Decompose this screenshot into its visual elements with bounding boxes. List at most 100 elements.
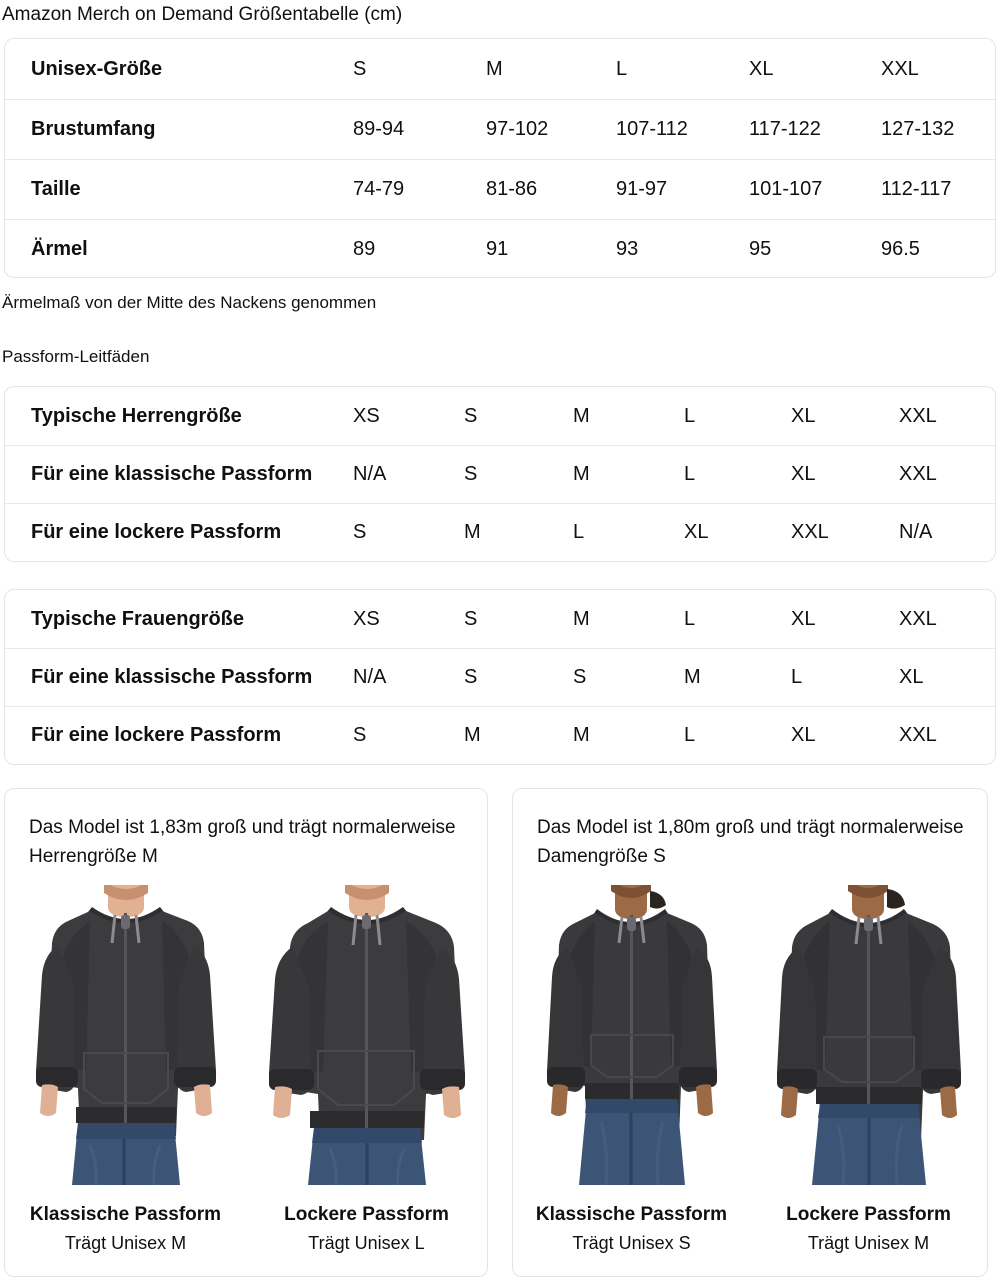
row-label: Typische Herrengröße	[31, 404, 242, 427]
cell: XXL	[899, 724, 937, 746]
model-caption: Lockere Passform Trägt Unisex L	[246, 1201, 487, 1257]
male-model-classic-fit-icon	[35, 885, 216, 1185]
row-label: Brustumfang	[31, 118, 156, 140]
cell: N/A	[899, 521, 933, 543]
wears-size: Trägt Unisex M	[64, 1233, 187, 1253]
cell: M	[464, 521, 481, 543]
cell: S	[353, 57, 367, 80]
fit-guides-heading: Passform-Leitfäden	[2, 347, 150, 366]
cell: 91	[486, 238, 509, 260]
row-label: Unisex-Größe	[31, 57, 163, 80]
cell: XXL	[899, 607, 937, 630]
unisex-size-table: Unisex-Größe S M L XL XXL Brustumfang 89…	[4, 38, 996, 278]
cell: M	[573, 463, 590, 485]
row-label: Ärmel	[31, 238, 88, 260]
male-model-relaxed-fit-icon	[268, 885, 465, 1185]
mens-model-heading: Das Model ist 1,83m groß und trägt norma…	[29, 817, 456, 867]
table-row: Unisex-Größe S M L XL XXL	[5, 39, 995, 99]
cell: XL	[684, 521, 709, 543]
row-label: Für eine klassische Passform	[31, 463, 313, 485]
womens-model-figures	[513, 885, 987, 1185]
cell: S	[353, 724, 367, 746]
cell: M	[573, 404, 590, 427]
table-row: Typische Herrengröße XS S M L XL XXL	[5, 387, 995, 445]
cell: M	[486, 57, 503, 80]
womens-model-captions: Klassische Passform Trägt Unisex S Locke…	[513, 1201, 987, 1257]
cell: M	[573, 607, 590, 630]
cell: S	[573, 666, 587, 688]
row-label: Typische Frauengröße	[31, 607, 245, 630]
cell: M	[573, 724, 590, 746]
table-row: Taille 74-79 81-86 91-97 101-107 112-117	[5, 159, 995, 219]
mens-fit-guide-table: Typische Herrengröße XS S M L XL XXL Für…	[4, 386, 996, 562]
fit-name: Lockere Passform	[284, 1204, 449, 1225]
cell: XS	[353, 404, 380, 427]
cell: N/A	[353, 666, 387, 688]
model-caption: Klassische Passform Trägt Unisex S	[513, 1201, 750, 1257]
cell: 101-107	[749, 178, 823, 200]
womens-fit-guide-table: Typische Frauengröße XS S M L XL XXL Für…	[4, 589, 996, 765]
cell: 97-102	[486, 118, 549, 140]
cell: L	[791, 666, 803, 688]
cell: 89-94	[353, 118, 405, 140]
table-row: Für eine klassische Passform N/A S M L X…	[5, 445, 995, 503]
mens-model-captions: Klassische Passform Trägt Unisex M Locke…	[5, 1201, 487, 1257]
cell: 117-122	[749, 118, 821, 140]
cell: XXL	[791, 521, 829, 543]
cell: 95	[749, 238, 772, 260]
cell: XS	[353, 607, 380, 630]
table-row: Für eine lockere Passform S M M L XL XXL	[5, 706, 995, 764]
cell: 74-79	[353, 178, 405, 200]
mens-model-card: Das Model ist 1,83m groß und trägt norma…	[4, 788, 488, 1277]
fit-name: Lockere Passform	[786, 1204, 951, 1225]
cell: 81-86	[486, 178, 538, 200]
cell: 112-117	[881, 178, 952, 200]
female-model-classic-fit	[513, 885, 750, 1185]
table-row: Brustumfang 89-94 97-102 107-112 117-122…	[5, 99, 995, 159]
wears-size: Trägt Unisex S	[572, 1233, 691, 1253]
female-model-relaxed-fit	[750, 885, 987, 1185]
wears-size: Trägt Unisex M	[807, 1233, 930, 1253]
cell: XL	[899, 666, 924, 688]
cell: XXL	[899, 463, 937, 485]
row-label: Für eine lockere Passform	[31, 724, 282, 746]
cell: 93	[616, 238, 639, 260]
cell: XL	[749, 57, 774, 80]
male-model-relaxed-fit	[246, 885, 487, 1185]
cell: M	[684, 666, 701, 688]
model-caption: Lockere Passform Trägt Unisex M	[750, 1201, 987, 1257]
womens-model-heading: Das Model ist 1,80m groß und trägt norma…	[537, 817, 964, 867]
cell: L	[573, 521, 585, 543]
cell: L	[684, 463, 696, 485]
cell: S	[464, 666, 478, 688]
female-model-relaxed-fit-icon	[776, 885, 961, 1185]
table-row: Für eine lockere Passform S M L XL XXL N…	[5, 503, 995, 561]
fit-name: Klassische Passform	[535, 1204, 728, 1225]
cell: L	[684, 724, 696, 746]
page-title: Amazon Merch on Demand Größentabelle (cm…	[2, 4, 403, 25]
mens-model-figures	[5, 885, 487, 1185]
fit-name: Klassische Passform	[29, 1204, 222, 1225]
table-row: Ärmel 89 91 93 95 96.5	[5, 219, 995, 277]
row-label: Taille	[31, 178, 81, 200]
model-caption: Klassische Passform Trägt Unisex M	[5, 1201, 246, 1257]
cell: S	[464, 463, 478, 485]
cell: S	[464, 404, 478, 427]
cell: 127-132	[881, 118, 955, 140]
cell: L	[684, 404, 696, 427]
row-label: Für eine lockere Passform	[31, 521, 282, 543]
table-row: Typische Frauengröße XS S M L XL XXL	[5, 590, 995, 648]
wears-size: Trägt Unisex L	[308, 1233, 425, 1253]
cell: XXL	[899, 404, 937, 427]
cell: S	[464, 607, 478, 630]
cell: L	[616, 57, 628, 80]
cell: S	[353, 521, 367, 543]
cell: XL	[791, 463, 816, 485]
cell: XL	[791, 404, 816, 427]
cell: L	[684, 607, 696, 630]
cell: 89	[353, 238, 376, 260]
womens-model-card: Das Model ist 1,80m groß und trägt norma…	[512, 788, 988, 1277]
cell: N/A	[353, 463, 387, 485]
female-model-classic-fit-icon	[546, 885, 717, 1185]
